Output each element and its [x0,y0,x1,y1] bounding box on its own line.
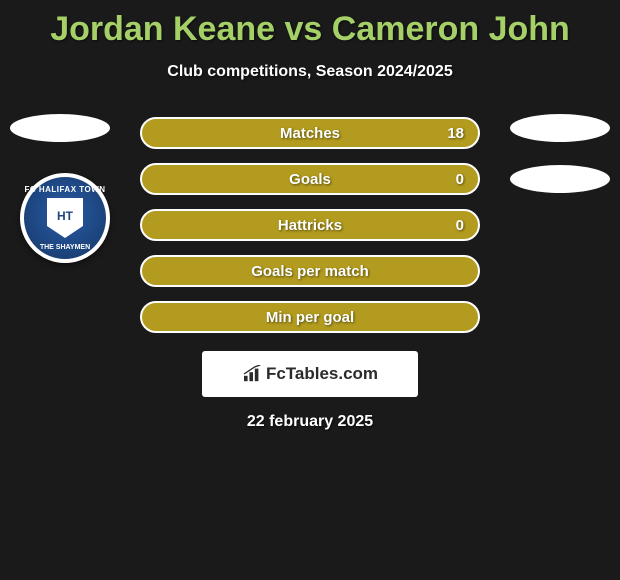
subtitle: Club competitions, Season 2024/2025 [0,63,620,81]
page-title: Jordan Keane vs Cameron John [0,0,620,49]
stat-row-goals: Goals 0 [140,163,480,195]
logo-text: FcTables.com [266,364,378,384]
player-right-placeholder-2 [510,165,610,193]
club-badge: FC HALIFAX TOWN HT THE SHAYMEN [20,173,110,263]
badge-bottom-text: THE SHAYMEN [24,244,106,251]
stat-row-min-per-goal: Min per goal [140,301,480,333]
fctables-logo: FcTables.com [202,351,418,397]
stat-value: 0 [456,171,464,188]
stat-label: Hattricks [278,217,342,234]
badge-top-text: FC HALIFAX TOWN [24,185,106,194]
stat-value: 0 [456,217,464,234]
stat-label: Matches [280,125,340,142]
stat-label: Goals per match [251,263,369,280]
stat-rows: Matches 18 Goals 0 Hattricks 0 Goals per… [140,117,480,333]
bar-chart-icon [242,365,264,383]
badge-circle: FC HALIFAX TOWN HT THE SHAYMEN [20,173,110,263]
date: 22 february 2025 [0,413,620,431]
stat-row-matches: Matches 18 [140,117,480,149]
badge-inner-text: HT [57,209,73,223]
stat-row-hattricks: Hattricks 0 [140,209,480,241]
badge-shield: HT [47,198,83,238]
stat-label: Min per goal [266,309,354,326]
stat-label: Goals [289,171,331,188]
player-left-placeholder [10,114,110,142]
stat-value: 18 [447,125,464,142]
stat-row-goals-per-match: Goals per match [140,255,480,287]
player-right-placeholder-1 [510,114,610,142]
comparison-content: FC HALIFAX TOWN HT THE SHAYMEN Matches 1… [0,117,620,431]
